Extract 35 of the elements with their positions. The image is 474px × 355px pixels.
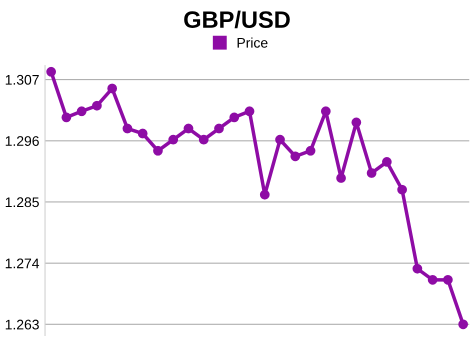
- point: [107, 84, 118, 94]
- point: [336, 173, 346, 183]
- point: [244, 106, 254, 116]
- point: [275, 134, 285, 145]
- legend-label: Price: [238, 38, 268, 48]
- point: [184, 124, 194, 134]
- point: [168, 134, 178, 145]
- point: [320, 106, 331, 116]
- point: [290, 151, 300, 162]
- point: [138, 128, 148, 138]
- chart-title: GBP/USD: [184, 10, 290, 28]
- y-tick-label: 1.285: [6, 197, 39, 208]
- point: [382, 157, 392, 167]
- point: [351, 118, 362, 128]
- y-tick-label: 1.307: [6, 74, 39, 85]
- point: [366, 168, 376, 178]
- point: [260, 190, 270, 200]
- y-tick-label: 1.263: [6, 320, 39, 330]
- y-tick-label: 1.296: [6, 136, 39, 146]
- point: [198, 134, 209, 145]
- y-tick-label: 1.274: [6, 258, 40, 268]
- point: [428, 274, 438, 285]
- point: [412, 264, 422, 274]
- point: [46, 66, 56, 77]
- point: [306, 146, 316, 156]
- point: [397, 184, 407, 195]
- point: [122, 124, 132, 134]
- point: [443, 274, 453, 285]
- point: [458, 319, 468, 330]
- point: [92, 100, 102, 111]
- point: [214, 124, 224, 134]
- point: [62, 112, 72, 122]
- point: [229, 112, 240, 122]
- point: [153, 146, 163, 156]
- point: [76, 106, 87, 116]
